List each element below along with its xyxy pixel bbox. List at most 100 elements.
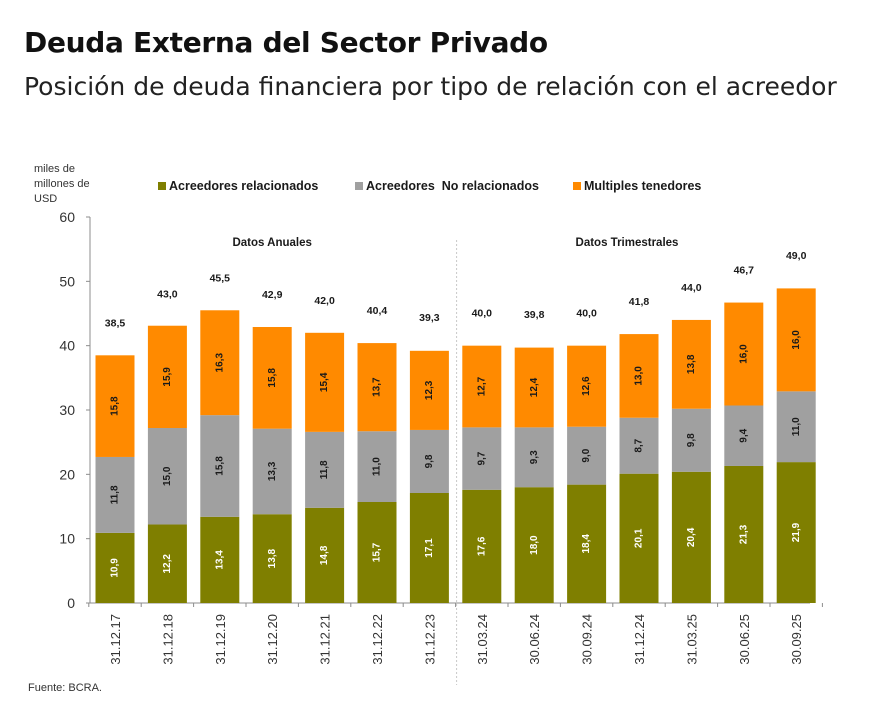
bar-stack: 18,0 9,3 12,4 39,8	[514, 309, 554, 603]
x-tick-label: 31.12.21	[318, 614, 333, 665]
bar-segment-no-relacionados	[147, 428, 187, 525]
segment-value-label: 9,0	[581, 448, 592, 462]
y-axis-unit-line: millones de	[34, 178, 90, 190]
x-tick-label: 31.12.17	[108, 614, 123, 665]
legend-swatch	[158, 182, 166, 190]
segment-value-label: 16,0	[738, 344, 749, 364]
legend: Acreedores relacionados Acreedores No rel…	[158, 179, 701, 193]
total-value-label: 39,8	[524, 309, 545, 321]
total-value-label: 42,0	[314, 295, 335, 307]
bar-segment-multiples-tenedores	[252, 327, 292, 429]
segment-value-label: 13,3	[267, 461, 278, 481]
bar-segment-no-relacionados	[409, 429, 449, 493]
period-annotations: Datos Anuales Datos Trimestrales	[232, 237, 678, 249]
bar-segment-multiples-tenedores	[409, 350, 449, 430]
segment-value-label: 10,9	[110, 558, 121, 578]
segment-value-label: 15,4	[319, 372, 330, 392]
segment-value-label: 13,7	[372, 377, 383, 397]
bar-segment-no-relacionados	[462, 427, 502, 490]
total-value-label: 39,3	[419, 312, 440, 324]
legend-swatch	[573, 182, 581, 190]
legend-label: Acreedores relacionados	[169, 179, 318, 193]
x-tick-label: 30.06.25	[737, 614, 752, 665]
y-axis-unit-label: miles de millones de USD	[34, 163, 90, 205]
bar-segment-no-relacionados	[200, 415, 240, 517]
x-tick-label: 31.12.22	[370, 614, 385, 665]
x-tick-label: 30.06.24	[527, 614, 542, 665]
y-tick-label: 20	[59, 466, 75, 482]
bar-segment-multiples-tenedores	[147, 325, 187, 429]
total-value-label: 38,5	[105, 317, 126, 329]
segment-value-label: 15,8	[110, 396, 121, 416]
segment-value-label: 9,8	[424, 454, 435, 468]
bar-stack: 17,6 9,7 12,7 40,0	[462, 308, 502, 603]
segment-value-label: 9,8	[686, 433, 697, 447]
bar-stack: 10,9 11,8 15,8 38,5	[95, 317, 135, 603]
segment-value-label: 9,7	[476, 451, 487, 465]
chart-subtitle: Posición de deuda financiera por tipo de…	[24, 72, 837, 101]
segment-value-label: 12,6	[581, 376, 592, 396]
bar-segment-multiples-tenedores	[724, 302, 764, 406]
bar-stack: 17,1 9,8 12,3 39,3	[409, 312, 449, 603]
bar-stack: 20,4 9,8 13,8 44,0	[671, 282, 711, 603]
bar-segment-no-relacionados	[724, 405, 764, 466]
segment-value-label: 13,8	[267, 548, 278, 568]
x-tick-label: 31.12.20	[265, 614, 280, 665]
total-value-label: 41,8	[629, 296, 650, 308]
segment-value-label: 18,4	[581, 534, 592, 554]
bar-segment-no-relacionados	[305, 431, 345, 508]
legend-label: Multiples tenedores	[584, 179, 701, 193]
segment-value-label: 15,8	[214, 456, 225, 476]
y-tick-label: 60	[59, 209, 75, 225]
x-tick-label: 31.03.24	[475, 614, 490, 665]
bar-segment-no-relacionados	[514, 427, 554, 488]
segment-value-label: 13,4	[214, 550, 225, 570]
period-annotation: Datos Trimestrales	[576, 237, 679, 249]
segment-value-label: 9,4	[738, 428, 749, 442]
total-value-label: 40,0	[472, 308, 493, 320]
segment-value-label: 13,8	[686, 354, 697, 374]
bar-segment-relacionados	[357, 501, 397, 603]
bar-segment-multiples-tenedores	[671, 319, 711, 409]
bar-segment-multiples-tenedores	[200, 310, 240, 416]
bar-segment-relacionados	[671, 471, 711, 603]
total-value-label: 46,7	[734, 265, 755, 277]
segment-value-label: 20,1	[634, 528, 645, 548]
bar-segment-relacionados	[305, 507, 345, 603]
x-tick-label: 30.09.25	[789, 614, 804, 665]
bar-stack: 21,9 11,0 16,0 49,0	[776, 250, 816, 603]
segment-value-label: 12,4	[529, 377, 540, 397]
axes: 0 10 20 30 40 50 60	[59, 209, 823, 685]
segment-value-label: 11,8	[319, 460, 330, 479]
bar-segment-no-relacionados	[252, 428, 292, 515]
segment-value-label: 17,6	[476, 536, 487, 556]
segment-value-label: 12,2	[162, 554, 173, 574]
y-tick-label: 30	[59, 402, 75, 418]
total-value-label: 44,0	[681, 282, 702, 294]
x-tick-label: 31.12.19	[213, 614, 228, 665]
segment-value-label: 14,8	[319, 545, 330, 565]
bar-segment-multiples-tenedores	[619, 334, 659, 418]
y-axis-unit-line: miles de	[34, 163, 75, 175]
total-value-label: 40,4	[367, 305, 388, 317]
x-tick-labels: 31.12.17 31.12.18 31.12.19 31.12.20 31.12.21…	[108, 614, 804, 665]
x-tick-label: 31.03.25	[684, 614, 699, 665]
bar-segment-no-relacionados	[95, 456, 135, 533]
segment-value-label: 15,9	[162, 367, 173, 387]
x-tick-label: 31.12.18	[160, 614, 175, 665]
period-annotation: Datos Anuales	[232, 237, 311, 249]
bar-segment-relacionados	[409, 492, 449, 603]
segment-value-label: 8,7	[634, 438, 645, 452]
bar-segment-relacionados	[95, 532, 135, 603]
y-axis-unit-line: USD	[34, 193, 57, 205]
segment-value-label: 11,0	[372, 457, 383, 476]
y-tick-label: 0	[67, 595, 75, 611]
total-value-label: 42,9	[262, 289, 283, 301]
bar-segment-multiples-tenedores	[305, 332, 345, 432]
segment-value-label: 18,0	[529, 535, 540, 555]
bar-stack: 13,4 15,8 16,3 45,5	[200, 272, 240, 603]
segment-value-label: 20,4	[686, 527, 697, 547]
segment-value-label: 16,3	[214, 353, 225, 373]
bar-segment-multiples-tenedores	[462, 345, 502, 428]
